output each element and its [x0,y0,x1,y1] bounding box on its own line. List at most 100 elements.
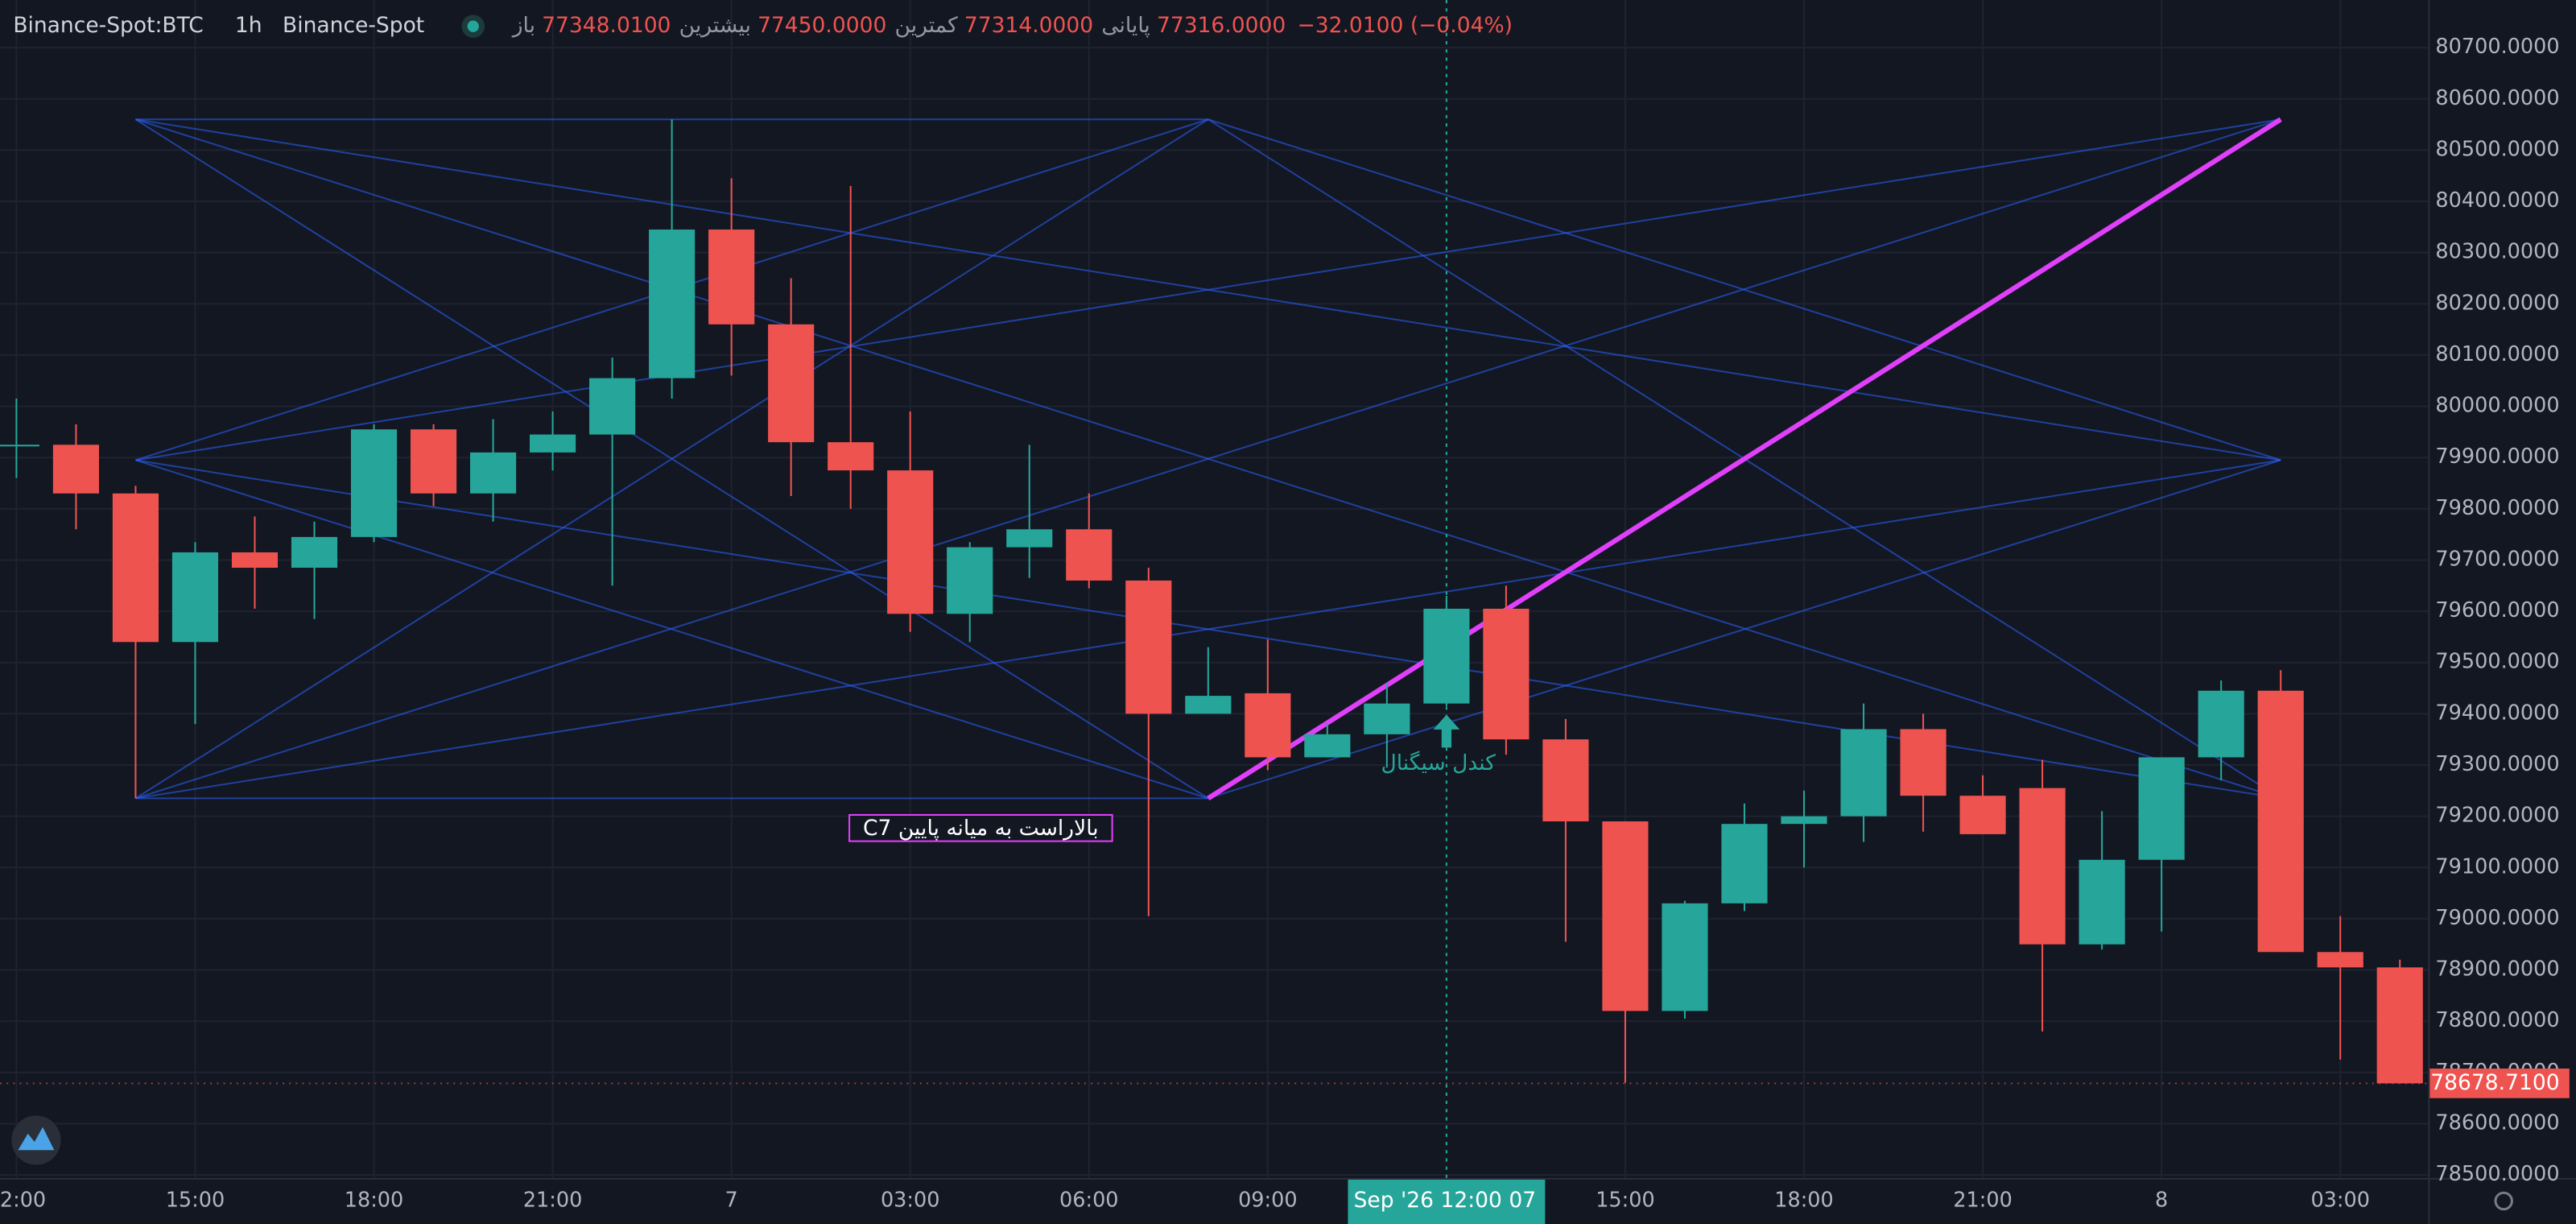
candle-body [1721,824,1768,904]
candle-body [112,493,159,643]
status-dot [467,20,479,32]
candle-body [1066,529,1113,581]
x-tick-label: 15:00 [1596,1188,1655,1212]
annotation-text: C7 بالاراست به میانه پایین [863,816,1099,841]
x-tick-label: 21:00 [1953,1188,2013,1212]
y-tick-label: 78600.0000 [2435,1110,2559,1135]
candle-body [1423,608,1470,704]
candles [0,119,2423,1084]
candle-body [1602,821,1649,1011]
ohlc-label: بیشترین [679,13,751,38]
candle-body [2376,967,2423,1084]
fan-line [134,118,1209,800]
candle-body [708,229,755,325]
y-tick-label: 79200.0000 [2435,804,2559,828]
header: Binance-Spot:BTC 1h Binance-Spot باز 7734… [13,13,1513,38]
candle-body [470,452,517,494]
x-tick-label: 18:00 [345,1188,404,1212]
x-tick-label: 06:00 [1059,1188,1119,1212]
candle-body [410,429,457,494]
axes: 78500.000078600.000078700.000078800.0000… [0,35,2570,1224]
annotation-box [848,813,1113,842]
x-tick-label: 21:00 [523,1188,583,1212]
y-tick-label: 80200.0000 [2435,291,2559,315]
candle-body [1662,903,1708,1011]
y-tick-label: 80700.0000 [2435,35,2559,59]
candle-body [1900,729,1946,796]
settings-icon[interactable] [2494,1191,2513,1211]
candle-body [1304,734,1351,758]
x-tick-label: 15:00 [166,1188,225,1212]
y-tick-label: 78800.0000 [2435,1008,2559,1032]
candle-body [1959,796,2006,834]
y-tick-label: 79400.0000 [2435,701,2559,725]
candle-body [530,434,576,453]
signal-text: کندل سیگنال [1381,751,1496,775]
candle-body [1781,816,1827,825]
candle-body [2198,690,2244,758]
fan-line [135,118,2281,800]
y-tick-label: 79100.0000 [2435,854,2559,879]
ohlc-label: کمترین [895,13,959,38]
candle-body [649,229,696,378]
crosshair-tag [1348,1179,1546,1224]
last-price-label: 78678.7100 [2430,1070,2559,1095]
crosshair-label: Sep '26 12:00 07 [1354,1188,1536,1213]
candle-body [1245,693,1291,758]
candle-body [828,442,874,471]
candle-body [2317,952,2363,968]
fan-line [1208,118,2281,461]
logo-icon [18,1127,55,1151]
candle-body [1542,739,1589,822]
exchange: Binance-Spot [283,13,424,38]
candle-body [887,470,934,614]
candle-body [1364,703,1410,734]
candle-body [2019,788,2066,945]
ohlc-value: 77348.0100 [542,13,671,38]
last-price-tag [2429,1068,2570,1098]
candle-body [1006,529,1053,548]
annotations: C7 بالاراست به میانه پایین کندل سیگنال [848,714,1496,842]
symbol[interactable]: Binance-Spot:BTC [13,13,203,38]
y-tick-label: 80500.0000 [2435,137,2559,161]
candle-body [2257,690,2304,953]
fan-line [135,459,2281,800]
y-tick-label: 79300.0000 [2435,752,2559,776]
y-tick-label: 79000.0000 [2435,906,2559,930]
interval[interactable]: 1h [235,13,262,38]
y-tick-label: 78900.0000 [2435,957,2559,982]
y-tick-label: 78500.0000 [2435,1162,2559,1186]
x-tick-label: 09:00 [1238,1188,1298,1212]
candle-body [0,445,39,447]
signal-arrow [1433,714,1460,748]
candle-body [350,429,398,537]
candle-body [1840,729,1887,817]
y-tick-label: 79800.0000 [2435,496,2559,520]
candle-body [52,445,99,494]
y-tick-label: 79900.0000 [2435,445,2559,469]
change: −32.0100 (−0.04%) [1298,13,1513,38]
x-tick-label: 12:00 [0,1188,46,1212]
y-tick-label: 80400.0000 [2435,188,2559,213]
x-tick-label: 03:00 [2310,1188,2370,1212]
x-tick-label: 03:00 [881,1188,940,1212]
candle-body [768,324,815,443]
candle-body [2079,859,2125,945]
y-tick-label: 79600.0000 [2435,598,2559,622]
ohlc-label: باز [511,13,535,38]
y-tick-label: 79500.0000 [2435,650,2559,674]
x-tick-label: 18:00 [1774,1188,1834,1212]
candle-body [1483,608,1530,740]
x-tick-label: 7 [725,1188,738,1212]
candle-body [171,552,219,643]
y-tick-label: 80600.0000 [2435,86,2559,110]
candle-body [589,378,636,435]
candle-body [1185,696,1232,714]
candle-body [231,552,279,569]
x-tick-label: 8 [2155,1188,2168,1212]
candle-body [1125,580,1172,714]
ohlc-value: 77450.0000 [758,13,886,38]
ohlc-value: 77316.0000 [1157,13,1286,38]
candle-body [947,547,993,614]
